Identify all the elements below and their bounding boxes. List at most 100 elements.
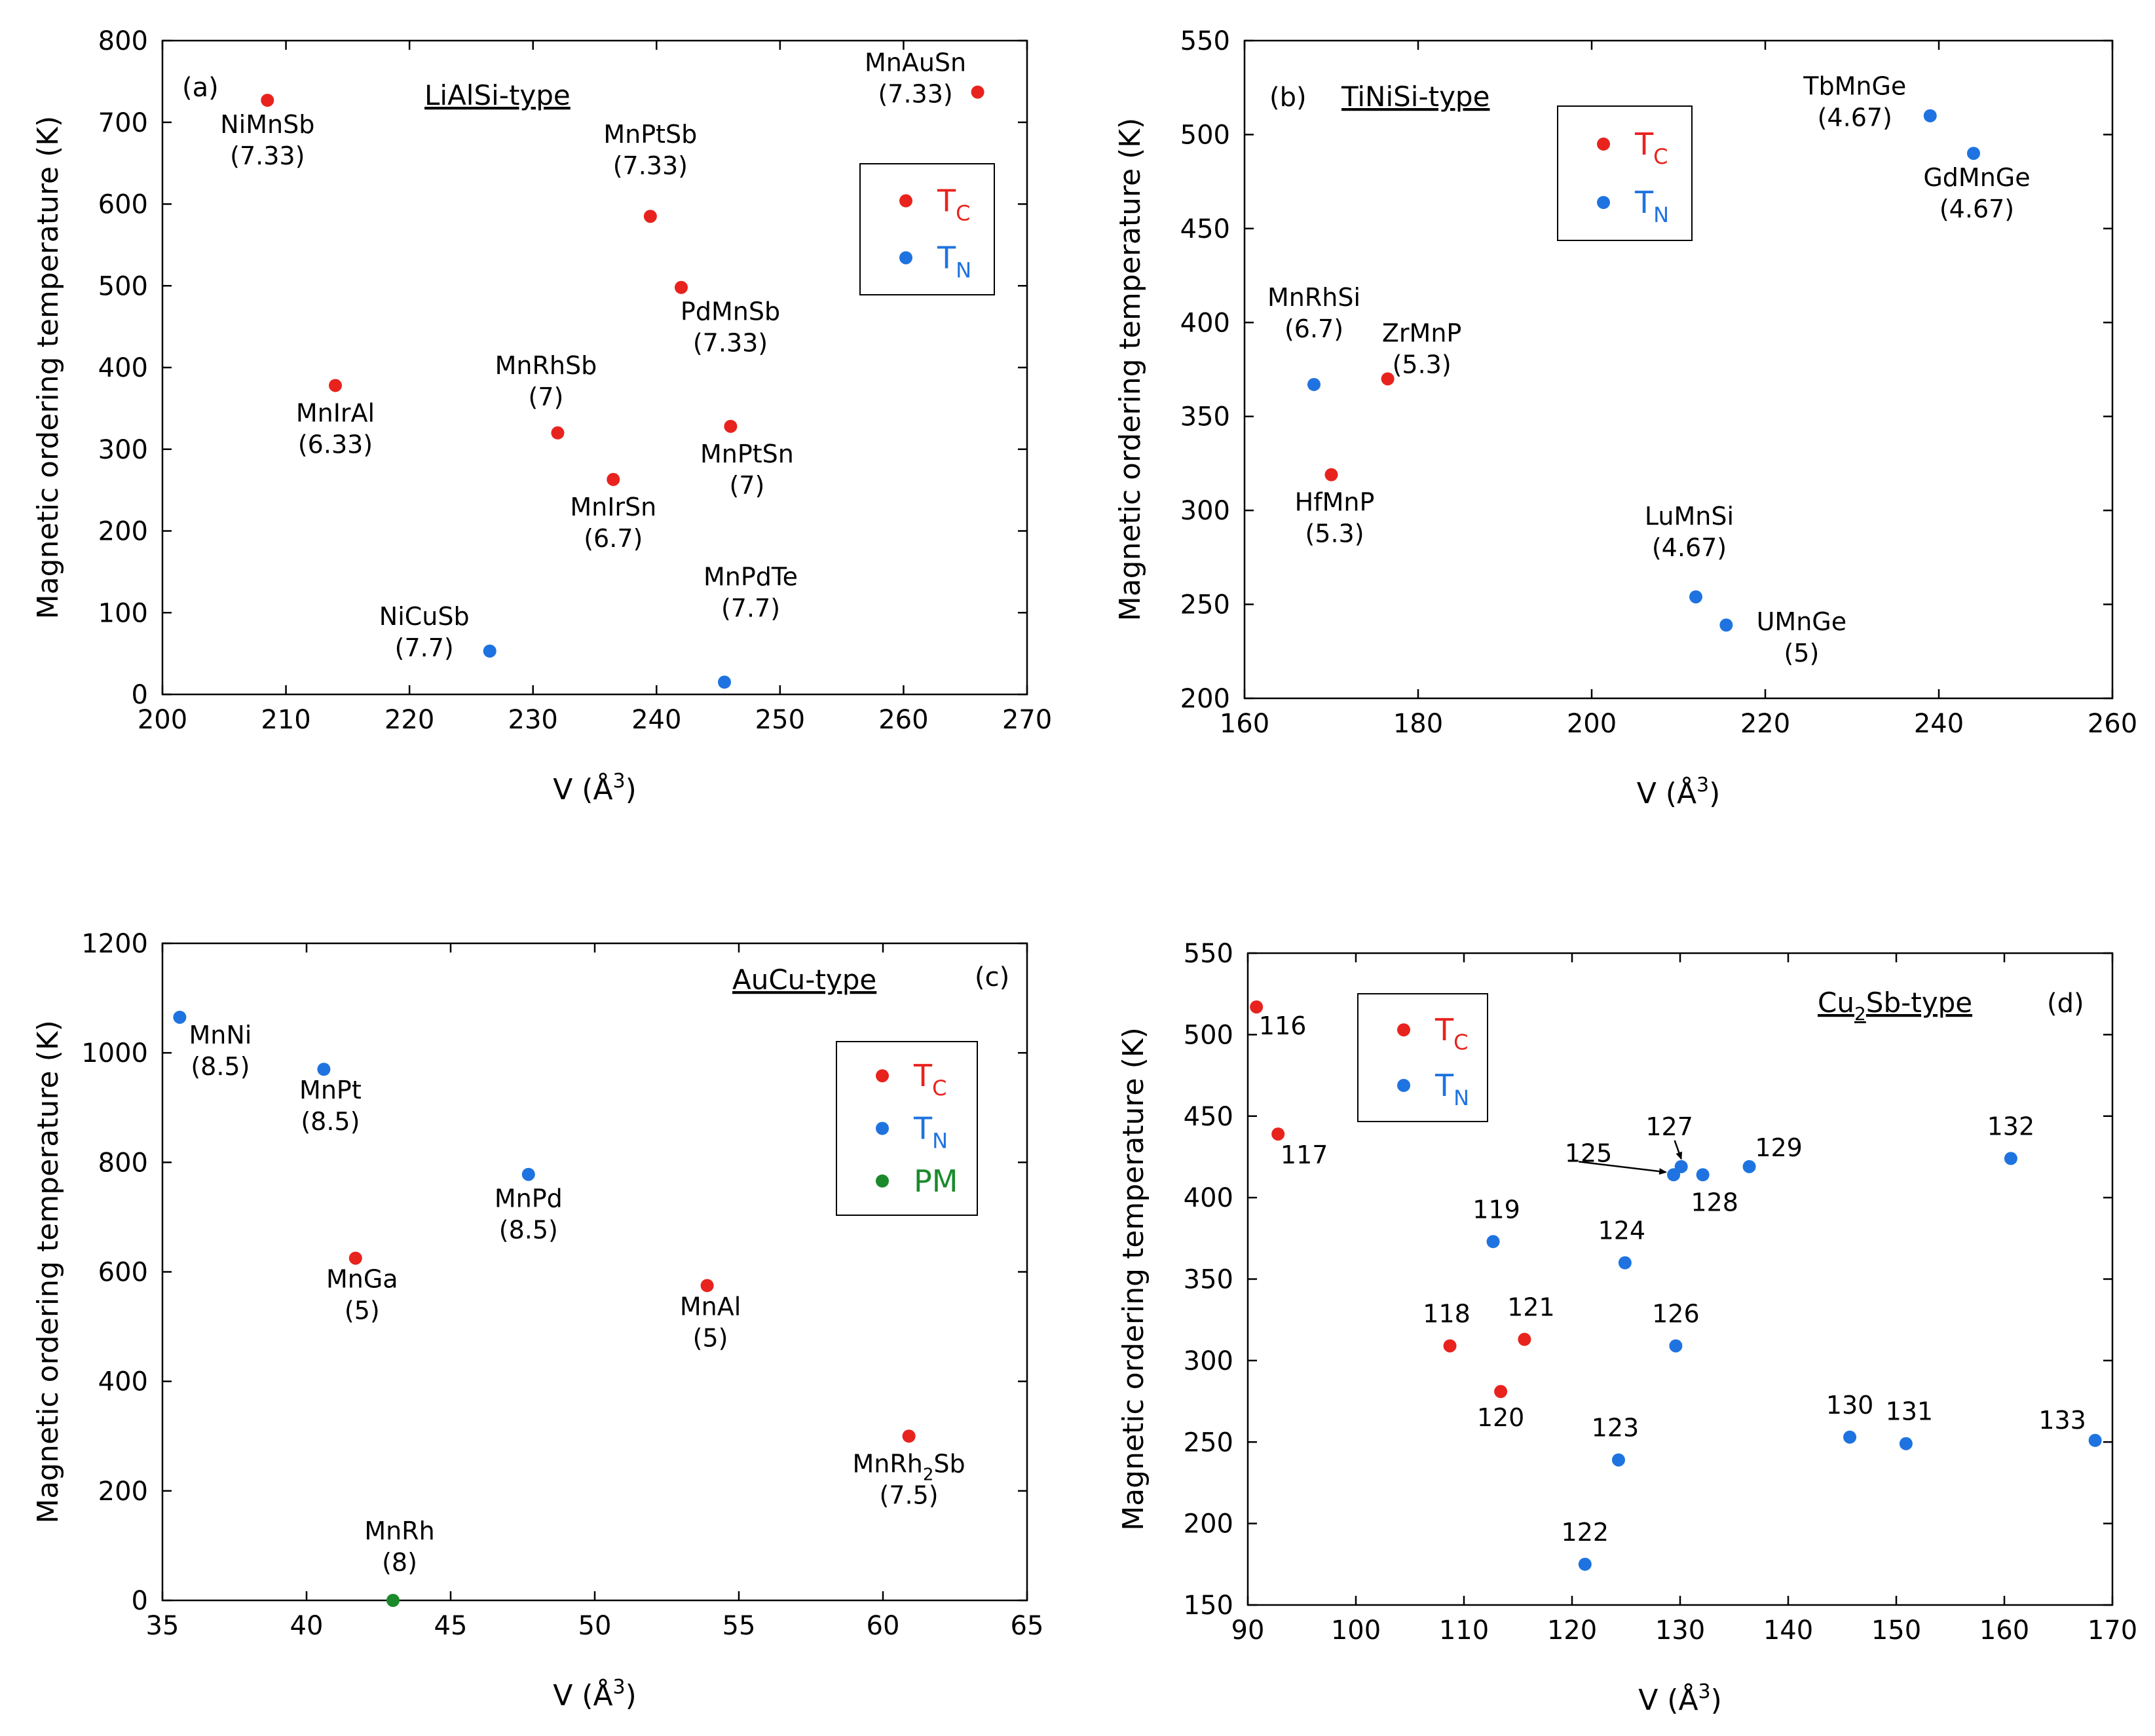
panel-c: 35 40 45 50 55 60 65 0 200 400 600 800 1000 1200 V (Å3… bbox=[31, 929, 1043, 1712]
point-label: 120 bbox=[1477, 1403, 1525, 1432]
x-axis-label: V (Å3) bbox=[553, 770, 637, 806]
panel-label: (a) bbox=[182, 73, 219, 103]
y-axis-label: Magnetic ordering temperature (K) bbox=[31, 116, 65, 620]
annotation-arrow bbox=[1674, 1140, 1682, 1160]
legend-label-tn: TN bbox=[1634, 185, 1669, 227]
legend-marker-tc bbox=[899, 194, 912, 208]
x-tick-label: 90 bbox=[1231, 1615, 1265, 1646]
y-tick-label: 500 bbox=[98, 271, 148, 301]
y-axis-label: Magnetic ordering temperature (K) bbox=[31, 1020, 65, 1524]
data-point-tc bbox=[551, 426, 565, 440]
point-label: MnPd bbox=[495, 1184, 563, 1213]
legend-label-tn: TN bbox=[937, 240, 971, 282]
data-point-tc bbox=[1494, 1385, 1508, 1399]
point-label: 121 bbox=[1507, 1293, 1555, 1322]
point-value-label: (7) bbox=[730, 471, 765, 500]
point-label: MnIrAl bbox=[296, 398, 375, 427]
y-tick-label: 350 bbox=[1180, 402, 1230, 432]
data-point-tn bbox=[718, 675, 731, 689]
point-label: UMnGe bbox=[1757, 607, 1847, 636]
data-point-tn bbox=[1696, 1168, 1710, 1182]
data-point-tn bbox=[1674, 1160, 1688, 1173]
x-tick-label: 150 bbox=[1871, 1615, 1921, 1646]
data-point-tc bbox=[1271, 1127, 1285, 1141]
point-value-label: (7.33) bbox=[613, 151, 688, 180]
legend: TC TN PM bbox=[836, 1041, 978, 1216]
point-label: MnPtSn bbox=[700, 440, 794, 468]
data-point-tc bbox=[1443, 1339, 1457, 1353]
x-tick-label: 50 bbox=[578, 1611, 612, 1641]
y-tick-label: 300 bbox=[1184, 1346, 1233, 1376]
point-label: MnPtSb bbox=[603, 120, 697, 149]
legend-label-tc: TC bbox=[1634, 126, 1668, 169]
data-point-tc bbox=[643, 210, 657, 223]
legend-label-tc: TC bbox=[937, 183, 970, 226]
x-tick-label: 250 bbox=[755, 705, 805, 735]
data-point-tn bbox=[1486, 1235, 1500, 1249]
point-label: MnPdTe bbox=[703, 562, 798, 591]
y-tick-label: 700 bbox=[98, 108, 148, 138]
x-tick-label: 110 bbox=[1439, 1615, 1489, 1646]
y-tick-label: 200 bbox=[1184, 1509, 1233, 1539]
data-point-tn bbox=[1719, 618, 1733, 632]
point-label: 116 bbox=[1259, 1011, 1307, 1040]
point-value-label: (5) bbox=[1784, 639, 1819, 668]
point-value-label: (5) bbox=[345, 1296, 380, 1325]
legend-label-tn: TN bbox=[1434, 1068, 1469, 1110]
point-label: MnRhSb bbox=[495, 351, 597, 380]
point-value-label: (7.5) bbox=[880, 1481, 939, 1509]
data-point-tn bbox=[1843, 1430, 1857, 1444]
x-tick-label: 230 bbox=[508, 705, 558, 735]
point-label: MnAuSn bbox=[865, 48, 966, 77]
legend-marker-tn bbox=[1397, 1078, 1410, 1092]
data-point-tn bbox=[1669, 1339, 1683, 1353]
y-tick-label: 400 bbox=[98, 353, 148, 383]
point-label: MnIrSn bbox=[570, 493, 656, 521]
y-tick-label: 200 bbox=[98, 517, 148, 547]
legend-label-tc: TC bbox=[913, 1058, 946, 1101]
data-point-tc bbox=[1518, 1332, 1531, 1346]
x-tick-label: 160 bbox=[1979, 1615, 2029, 1646]
data-point-tn bbox=[1307, 377, 1321, 391]
point-value-label: (4.67) bbox=[1652, 533, 1727, 562]
data-point-tn bbox=[1967, 147, 1980, 160]
y-tick-label: 250 bbox=[1184, 1427, 1233, 1458]
point-value-label: (5) bbox=[693, 1323, 728, 1352]
data-point-tc bbox=[724, 419, 738, 433]
legend: TC TN bbox=[1557, 105, 1693, 241]
x-tick-label: 260 bbox=[878, 705, 928, 735]
x-tick-label: 240 bbox=[1914, 709, 1964, 739]
point-label: PdMnSb bbox=[681, 297, 780, 326]
x-tick-label: 270 bbox=[1002, 705, 1052, 735]
legend-box bbox=[1557, 105, 1693, 241]
point-value-label: (7.33) bbox=[230, 142, 305, 170]
point-value-label: (7) bbox=[529, 383, 564, 411]
point-label: MnPt bbox=[299, 1076, 362, 1104]
x-tick-label: 220 bbox=[384, 705, 434, 735]
point-label: 126 bbox=[1652, 1299, 1700, 1328]
data-point-tn bbox=[1578, 1557, 1592, 1571]
legend-label-tn: TN bbox=[913, 1111, 948, 1154]
point-value-label: (8.5) bbox=[301, 1107, 360, 1136]
point-label: ZrMnP bbox=[1382, 318, 1461, 347]
legend-marker-tn bbox=[876, 1122, 889, 1135]
x-tick-label: 100 bbox=[1331, 1615, 1381, 1646]
legend: TC TN bbox=[1357, 993, 1488, 1122]
data-point-tn bbox=[2088, 1433, 2102, 1447]
x-tick-label: 240 bbox=[631, 705, 681, 735]
legend-marker-tc bbox=[876, 1069, 889, 1083]
y-tick-label: 400 bbox=[98, 1367, 148, 1397]
panel-a: 200 210 220 230 240 250 260 270 0 100 200 300 400 500… bbox=[31, 26, 1052, 806]
point-label: 133 bbox=[2038, 1406, 2086, 1435]
point-value-label: (4.67) bbox=[1940, 195, 2014, 223]
data-point-tc bbox=[971, 85, 984, 99]
x-tick-label: 160 bbox=[1220, 709, 1269, 739]
x-axis-label: V (Å3) bbox=[1637, 774, 1721, 810]
panel-d: 90 100 110 120 130 140 150 160 170 150 200 250 300 35… bbox=[1117, 939, 2137, 1717]
panel-title: LiAlSi-type bbox=[424, 79, 571, 111]
x-tick-label: 200 bbox=[138, 705, 187, 735]
legend-box bbox=[859, 163, 995, 295]
legend-marker-tn bbox=[1597, 196, 1610, 210]
y-tick-label: 450 bbox=[1180, 214, 1230, 244]
